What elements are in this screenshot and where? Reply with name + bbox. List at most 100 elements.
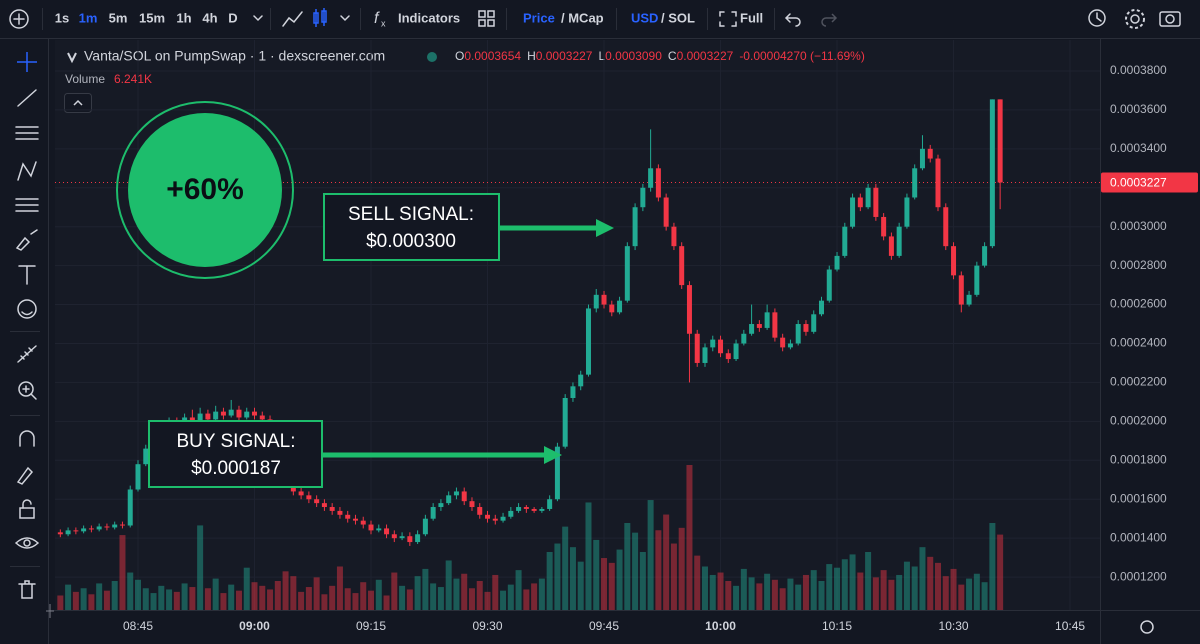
interval-button[interactable]: D xyxy=(228,10,237,25)
trendline-tool[interactable] xyxy=(17,89,37,107)
settings-icon[interactable] xyxy=(1130,14,1140,24)
axis-settings[interactable] xyxy=(1140,620,1154,634)
candle-body xyxy=(702,347,708,363)
candle-body xyxy=(842,226,848,256)
ohlc-change: -0.00004270 (−11.69%) xyxy=(739,49,865,63)
candle-body xyxy=(446,495,452,504)
volume-bar xyxy=(80,588,87,610)
text-tool[interactable] xyxy=(18,265,36,285)
full-button[interactable]: Full xyxy=(740,10,763,25)
lock-draw-tool[interactable] xyxy=(16,466,34,485)
delete-tool[interactable] xyxy=(18,580,36,599)
layout-icon[interactable] xyxy=(478,10,495,27)
ohlc-value: 0.0003090 xyxy=(605,49,662,63)
interval-button[interactable]: 15m xyxy=(139,10,165,25)
chart-type-menu[interactable] xyxy=(340,15,350,22)
undo-icon[interactable] xyxy=(784,13,801,27)
volume-bar xyxy=(150,593,157,610)
volume-bar xyxy=(911,566,918,610)
volume-bar xyxy=(748,577,755,610)
volume-bar xyxy=(826,564,833,610)
candle-body xyxy=(780,337,786,348)
x-tick-label: 09:00 xyxy=(239,619,270,633)
interval-menu[interactable] xyxy=(253,15,263,22)
add-symbol[interactable] xyxy=(9,9,29,29)
candle-body xyxy=(143,448,149,465)
volume-bar xyxy=(989,523,996,610)
fib-tool[interactable] xyxy=(15,126,39,140)
volume-bar xyxy=(103,590,110,610)
volume-bar xyxy=(437,587,444,610)
emoji-tool[interactable] xyxy=(17,299,37,319)
y-tick-label: 0.0002200 xyxy=(1110,375,1167,389)
alert-icon[interactable] xyxy=(1088,9,1106,27)
volume-bar xyxy=(601,558,608,610)
brush-tool[interactable] xyxy=(15,229,38,251)
volume-bar xyxy=(942,576,949,610)
interval-button[interactable]: 1h xyxy=(176,10,191,25)
ohlc-legend: O0.0003654 H0.0003227 L0.0003090 C0.0003227… xyxy=(455,49,865,63)
price-toggle[interactable]: Price xyxy=(523,10,555,25)
indicators-button[interactable]: Indicators xyxy=(398,10,460,25)
candle-body xyxy=(756,324,762,328)
candle-body xyxy=(244,411,250,418)
candle-body xyxy=(345,514,351,519)
volume-bar xyxy=(119,535,126,610)
volume-bar xyxy=(375,579,382,610)
interval-button[interactable]: 4h xyxy=(202,10,217,25)
candle-icon[interactable] xyxy=(313,8,327,27)
volume-bar xyxy=(756,583,763,610)
candle-body xyxy=(306,495,312,500)
interval-button[interactable]: 5m xyxy=(109,10,128,25)
volume-bar xyxy=(585,502,592,610)
zoom-tool[interactable] xyxy=(18,381,34,397)
x-tick-label: 10:15 xyxy=(822,619,852,633)
candle-body xyxy=(679,246,685,286)
prediction-tool[interactable] xyxy=(15,198,39,212)
collapse-button[interactable] xyxy=(64,93,92,113)
magnet-tool[interactable] xyxy=(19,430,35,447)
annotations: +60% SELL SIGNAL: $0.000300 BUY SIGNAL: … xyxy=(116,101,614,488)
candle-body xyxy=(252,411,258,416)
candle-body xyxy=(857,197,863,208)
candle-body xyxy=(733,343,739,360)
volume-bar xyxy=(173,591,180,610)
sidebar-handle[interactable] xyxy=(46,604,54,618)
candle-body xyxy=(710,339,716,348)
volume-bar xyxy=(771,579,778,610)
pattern-tool[interactable] xyxy=(17,161,37,181)
crosshair-tool[interactable] xyxy=(17,52,37,72)
visibility-tool[interactable] xyxy=(14,537,40,549)
fx-icon[interactable]: f xyxy=(374,10,380,27)
candle-body xyxy=(974,265,980,295)
volume-bar xyxy=(507,584,514,610)
candle-body xyxy=(547,499,553,509)
interval-button[interactable]: 1m xyxy=(79,10,98,25)
ohlc-key: O xyxy=(455,49,464,63)
redo-icon[interactable] xyxy=(821,13,838,27)
lock-tool[interactable] xyxy=(19,507,35,519)
candle-body xyxy=(104,526,110,528)
ohlc-key: L xyxy=(598,49,605,63)
sol-toggle[interactable]: / SOL xyxy=(661,10,695,25)
volume-bar xyxy=(632,532,639,610)
candle-body xyxy=(741,333,747,344)
volume-bar xyxy=(453,578,460,610)
usd-toggle[interactable]: USD xyxy=(631,10,658,25)
collapse-chevron xyxy=(73,99,83,106)
volume-bar xyxy=(857,572,864,610)
toolbar-icons: f x xyxy=(9,8,1181,30)
candle-body xyxy=(337,510,343,515)
interval-button[interactable]: 1s xyxy=(55,10,69,25)
volume-bar xyxy=(818,581,825,610)
ruler-tool[interactable] xyxy=(17,345,37,363)
snapshot-icon[interactable] xyxy=(1159,11,1181,27)
line-chart-icon[interactable] xyxy=(282,11,303,27)
fullscreen-icon[interactable] xyxy=(719,11,737,27)
x-tick-label: 09:30 xyxy=(472,619,502,633)
ohlc-value: 0.0003654 xyxy=(464,49,521,63)
volume-bar xyxy=(391,572,398,610)
mcap-toggle[interactable]: / MCap xyxy=(561,10,604,25)
candle-body xyxy=(539,508,545,511)
volume-bar xyxy=(290,576,297,610)
